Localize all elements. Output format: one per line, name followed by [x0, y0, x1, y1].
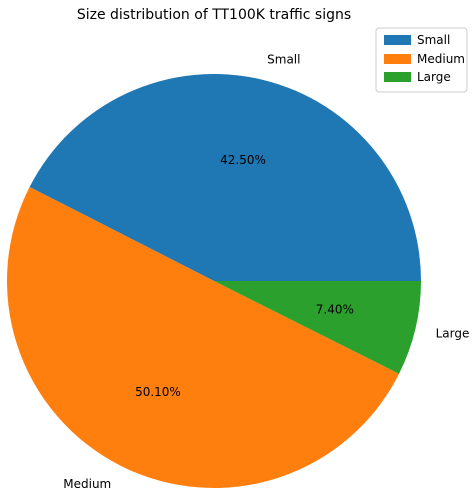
legend-swatch-large	[384, 72, 411, 82]
pie-slice-large	[214, 281, 421, 374]
legend-swatch-medium	[384, 54, 411, 64]
pie-category-label-large: Large	[436, 326, 470, 340]
pie-percent-label-small: 42.50%	[220, 153, 266, 167]
legend-label-medium: Medium	[417, 52, 465, 66]
pie-percent-label-medium: 50.10%	[135, 385, 181, 399]
legend-label-large: Large	[417, 70, 451, 84]
pie-category-label-medium: Medium	[63, 477, 111, 491]
pie-slice-small	[29, 74, 422, 282]
pie-labels: 42.50% Small 50.10% Medium 7.40% Large	[63, 53, 469, 492]
legend-swatch-small	[384, 35, 411, 45]
pie-slices	[6, 74, 422, 489]
legend: Small Medium Large	[375, 27, 468, 93]
pie-percent-label-large: 7.40%	[316, 303, 354, 317]
pie-slice-medium	[6, 187, 400, 489]
legend-label-small: Small	[417, 33, 450, 47]
chart-title: Size distribution of TT100K traffic sign…	[77, 7, 351, 23]
pie-category-label-small: Small	[267, 53, 300, 67]
